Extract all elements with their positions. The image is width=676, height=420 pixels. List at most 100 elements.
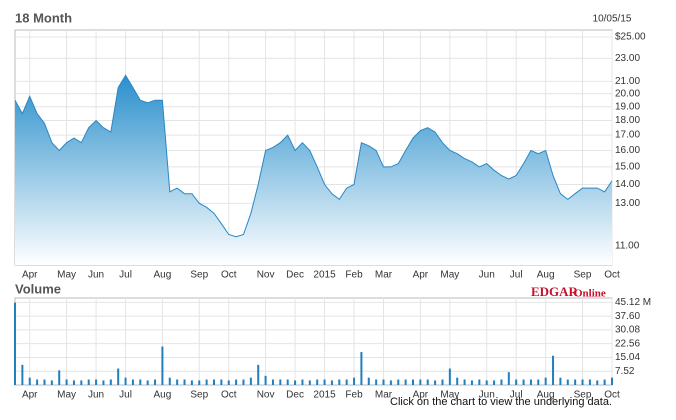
x-tick-label: Jul	[119, 390, 132, 401]
volume-bar	[279, 379, 282, 385]
volume-bar	[529, 379, 532, 385]
x-tick-label: Sep	[574, 270, 592, 281]
volume-bar	[574, 379, 577, 385]
y-tick-label: 16.00	[615, 145, 640, 156]
y-tick-label: $25.00	[615, 32, 646, 43]
x-tick-label: Oct	[221, 390, 237, 401]
x-tick-label: Apr	[22, 270, 38, 281]
volume-bar	[80, 380, 83, 385]
volume-bar	[360, 352, 363, 385]
volume-bar	[478, 379, 481, 385]
volume-bar	[301, 379, 304, 385]
x-tick-label: Jul	[510, 270, 523, 281]
volume-bar	[168, 377, 171, 385]
x-tick-label: Sep	[190, 390, 208, 401]
x-tick-label: Jun	[88, 270, 104, 281]
chart-title: 18 Month	[15, 10, 72, 25]
volume-bar	[559, 377, 562, 385]
volume-bar	[330, 380, 333, 385]
volume-bar	[249, 377, 252, 385]
volume-bar	[603, 379, 606, 385]
volume-bar	[353, 377, 356, 385]
x-tick-label: Dec	[286, 390, 304, 401]
volume-bar	[345, 379, 348, 385]
y-tick-label: 45.12 M	[615, 297, 651, 308]
volume-bar	[566, 379, 569, 385]
y-tick-label: 15.00	[615, 162, 640, 173]
x-tick-label: Jun	[88, 390, 104, 401]
volume-bar	[500, 379, 503, 385]
volume-bar	[316, 379, 319, 385]
x-tick-label: Aug	[537, 390, 555, 401]
volume-bar	[419, 379, 422, 385]
date-label: 10/05/15	[593, 14, 632, 25]
y-tick-label: 18.00	[615, 115, 640, 126]
volume-bar	[515, 379, 518, 385]
volume-bar	[242, 379, 245, 385]
volume-bar	[190, 380, 193, 385]
y-tick-label: 30.08	[615, 325, 640, 336]
volume-bar	[389, 380, 392, 385]
x-tick-label: Jul	[119, 270, 132, 281]
volume-bar	[65, 379, 68, 385]
x-tick-label: Aug	[154, 390, 172, 401]
x-tick-label: Sep	[574, 390, 592, 401]
volume-bar	[485, 380, 488, 385]
x-tick-label: Apr	[22, 390, 38, 401]
volume-bar	[131, 379, 134, 385]
price-line	[14, 74, 613, 238]
volume-bar	[434, 380, 437, 385]
volume-bar	[146, 380, 149, 385]
volume-bar	[611, 377, 613, 385]
x-tick-label: Oct	[604, 390, 620, 401]
x-tick-label: Apr	[413, 390, 429, 401]
volume-bar	[552, 355, 555, 385]
volume-bar	[264, 375, 267, 385]
x-tick-label: May	[57, 270, 76, 281]
volume-bar	[522, 379, 525, 385]
y-tick-label: 37.60	[615, 311, 640, 322]
volume-bar	[397, 379, 400, 385]
volume-bar	[271, 379, 274, 385]
x-tick-label: Feb	[345, 390, 363, 401]
volume-bar	[154, 379, 157, 385]
volume-bar	[507, 372, 510, 385]
x-tick-label: Aug	[537, 270, 555, 281]
volume-bar	[286, 379, 289, 385]
volume-bar	[323, 379, 326, 385]
volume-bar	[404, 379, 407, 385]
volume-title: Volume	[15, 281, 61, 296]
volume-bar	[139, 379, 142, 385]
y-tick-label: 21.00	[615, 76, 640, 87]
x-tick-label: Aug	[154, 270, 172, 281]
price-area	[15, 75, 612, 266]
volume-bar	[470, 380, 473, 385]
source-logo-sub: Online	[574, 288, 606, 300]
volume-bar	[72, 380, 75, 385]
x-tick-label: Nov	[257, 390, 275, 401]
x-tick-label: Nov	[257, 270, 275, 281]
volume-bar	[205, 379, 208, 385]
volume-bar	[183, 379, 186, 385]
volume-bar	[43, 379, 46, 385]
x-tick-label: Jun	[479, 270, 495, 281]
volume-bar	[537, 379, 540, 385]
volume-bar	[95, 379, 98, 385]
volume-bar	[412, 379, 414, 385]
x-tick-label: May	[440, 390, 459, 401]
volume-bar	[493, 380, 496, 385]
volume-bar	[596, 380, 599, 385]
volume-bar	[213, 379, 215, 385]
y-tick-label: 19.00	[615, 101, 640, 112]
volume-bar	[109, 379, 112, 385]
volume-bar	[257, 364, 260, 385]
footer-note[interactable]: Click on the chart to view the underlyin…	[390, 396, 612, 408]
y-tick-label: 14.00	[615, 179, 640, 190]
volume-bar	[124, 377, 127, 385]
x-tick-label: Oct	[604, 270, 620, 281]
x-tick-label: Sep	[190, 270, 208, 281]
volume-bar	[28, 377, 31, 385]
volume-bar	[308, 380, 311, 385]
volume-bar	[456, 377, 459, 385]
